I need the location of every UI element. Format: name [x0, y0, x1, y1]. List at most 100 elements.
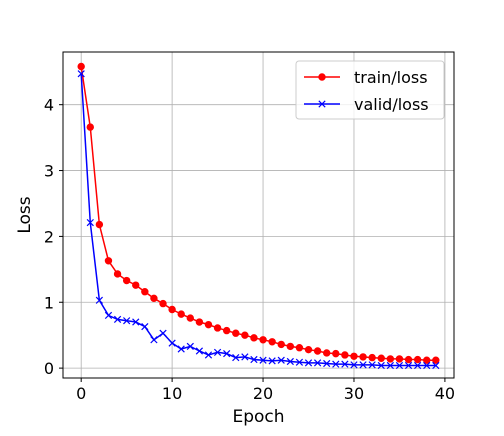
marker-stroke [350, 361, 358, 369]
marker-stroke [250, 355, 258, 364]
data-point-train-loss [113, 270, 122, 278]
data-point-valid-loss [377, 361, 385, 370]
data-point-train-loss [195, 318, 204, 326]
data-point-train-loss [286, 342, 295, 351]
data-point-train-loss [186, 314, 195, 322]
marker-stroke [359, 361, 367, 369]
y-tick-label: 2 [44, 227, 54, 246]
data-point-valid-loss [113, 315, 122, 324]
marker-stroke [177, 345, 185, 353]
data-point-train-loss [304, 345, 313, 354]
series-train-loss [77, 62, 440, 364]
data-point-train-loss [213, 324, 222, 332]
marker-stroke [259, 356, 267, 364]
tick-layer: 0 10 20 30 40 0 1 2 3 4 [44, 96, 455, 403]
legend-entries: train/loss valid/loss [304, 68, 429, 114]
data-point-valid-loss [414, 361, 422, 370]
marker-stroke [423, 361, 431, 370]
marker-stroke [268, 357, 276, 365]
data-point-train-loss [413, 355, 422, 364]
marker-stroke [204, 351, 213, 359]
data-point-train-loss [313, 347, 322, 355]
data-point-valid-loss [423, 361, 431, 370]
y-axis-label: Loss [15, 196, 35, 233]
data-point-train-loss [423, 356, 431, 364]
data-point-train-loss [395, 355, 404, 363]
marker-stroke [159, 329, 167, 337]
x-axis-label: Epoch [232, 407, 284, 427]
data-point-valid-loss [177, 345, 185, 353]
data-point-valid-loss [386, 361, 394, 370]
data-point-valid-loss [241, 353, 249, 361]
marker-stroke [95, 296, 103, 304]
data-point-valid-loss [77, 70, 85, 78]
data-point-valid-loss [186, 342, 194, 351]
marker-stroke [232, 353, 240, 362]
legend: train/loss valid/loss [295, 60, 445, 120]
data-point-train-loss [377, 354, 385, 362]
marker-stroke [395, 361, 404, 370]
data-point-valid-loss [95, 296, 103, 304]
marker-stroke [223, 350, 231, 358]
data-point-train-loss [259, 336, 267, 344]
x-tick-label: 0 [76, 384, 86, 403]
data-point-train-loss [77, 62, 85, 71]
marker-stroke [186, 342, 194, 351]
marker-stroke [332, 360, 340, 368]
data-point-valid-loss [204, 351, 213, 359]
marker-stroke [195, 347, 204, 355]
plot-frame [62, 51, 455, 379]
marker-stroke [150, 336, 158, 344]
data-point-train-loss [350, 352, 358, 360]
marker-stroke [77, 70, 85, 78]
data-point-train-loss [277, 340, 285, 349]
data-point-train-loss [122, 276, 131, 285]
data-point-train-loss [168, 305, 176, 314]
data-point-train-loss [386, 355, 395, 363]
data-point-valid-loss [304, 359, 313, 367]
marker-stroke [323, 359, 331, 368]
legend-entry-train-loss: train/loss [304, 68, 428, 87]
data-point-train-loss [268, 338, 276, 346]
data-point-valid-loss [350, 361, 358, 369]
marker-stroke [213, 348, 222, 356]
data-point-train-loss [432, 356, 440, 364]
marker-stroke [295, 358, 304, 366]
series-layer [77, 62, 440, 370]
data-point-train-loss [159, 299, 167, 308]
marker-stroke [377, 361, 385, 370]
marker-stroke [414, 361, 422, 370]
data-point-train-loss [241, 331, 249, 339]
data-point-valid-loss [268, 357, 276, 365]
data-point-valid-loss [368, 361, 376, 369]
data-point-train-loss [295, 344, 304, 352]
data-point-valid-loss [232, 353, 240, 362]
legend-entry-valid-loss: valid/loss [304, 95, 429, 114]
data-point-train-loss [322, 349, 331, 357]
data-point-valid-loss [141, 323, 149, 331]
data-point-valid-loss [150, 336, 158, 344]
data-point-train-loss [222, 326, 231, 335]
marker-stroke [132, 318, 140, 326]
data-point-train-loss [332, 349, 340, 358]
marker-stroke [313, 359, 322, 367]
marker-stroke [86, 218, 94, 227]
data-point-valid-loss [168, 339, 176, 347]
x-tick-label: 20 [253, 384, 273, 403]
data-point-valid-loss [359, 361, 367, 369]
data-point-valid-loss [195, 347, 204, 355]
series-line-train-loss [80, 66, 436, 361]
data-point-valid-loss [277, 356, 285, 364]
y-tick-label: 4 [44, 96, 54, 115]
data-point-valid-loss [432, 361, 440, 370]
x-tick-label: 40 [435, 384, 455, 403]
marker-stroke [123, 317, 131, 325]
data-point-train-loss [232, 329, 240, 337]
data-point-valid-loss [332, 360, 340, 368]
marker-stroke [368, 361, 376, 369]
y-tick-label: 3 [44, 162, 54, 181]
data-point-valid-loss [104, 311, 113, 320]
data-point-valid-loss [323, 359, 331, 368]
x-tick-label: 30 [344, 384, 364, 403]
marker-stroke [404, 361, 413, 370]
